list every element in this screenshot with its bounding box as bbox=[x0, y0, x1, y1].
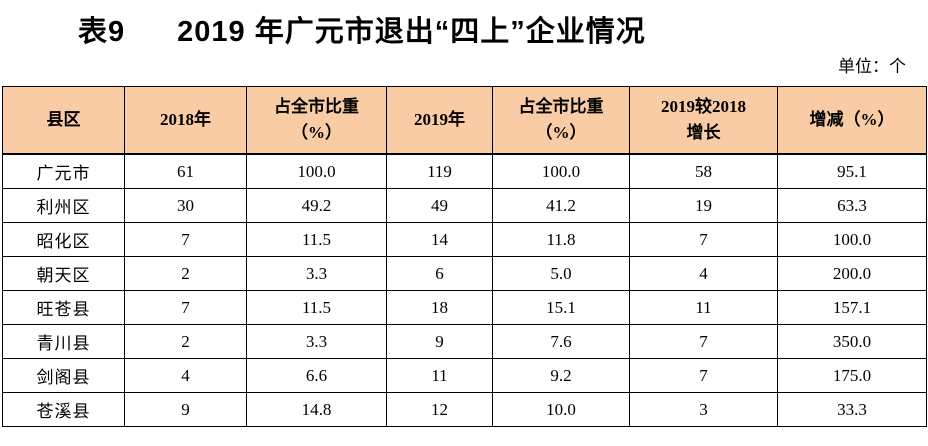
table-cell: 5.0 bbox=[492, 256, 630, 291]
table-cell: 7 bbox=[629, 324, 778, 359]
table-cell: 19 bbox=[629, 188, 778, 223]
table-row: 朝天区 2 3.3 6 5.0 4 200.0 bbox=[2, 256, 927, 291]
table-title-text: 2019 年广元市退出“四上”企业情况 bbox=[177, 16, 646, 48]
table-cell: 11 bbox=[386, 358, 493, 393]
table-cell: 350.0 bbox=[777, 324, 927, 359]
region-cell: 青川县 bbox=[2, 324, 125, 359]
table-row: 青川县 2 3.3 9 7.6 7 350.0 bbox=[2, 324, 927, 359]
region-cell: 广元市 bbox=[2, 153, 125, 189]
region-cell: 苍溪县 bbox=[2, 392, 125, 427]
region-cell: 昭化区 bbox=[2, 222, 125, 257]
table-cell: 95.1 bbox=[777, 153, 927, 189]
table-cell: 100.0 bbox=[246, 153, 387, 189]
region-cell: 旺苍县 bbox=[2, 290, 125, 325]
column-header-change-pct: 增减（%） bbox=[777, 86, 927, 155]
region-cell: 利州区 bbox=[2, 188, 125, 223]
table-cell: 14 bbox=[386, 222, 493, 257]
table-cell: 11 bbox=[629, 290, 778, 325]
column-header-share-2018: 占全市比重 （%） bbox=[246, 86, 387, 155]
table-cell: 10.0 bbox=[492, 392, 630, 427]
region-cell: 朝天区 bbox=[2, 256, 125, 291]
column-header-growth: 2019较2018 增长 bbox=[629, 86, 778, 155]
table-row: 旺苍县 7 11.5 18 15.1 11 157.1 bbox=[2, 290, 927, 325]
table-row: 苍溪县 9 14.8 12 10.0 3 33.3 bbox=[2, 392, 927, 427]
table-cell: 11.5 bbox=[246, 222, 387, 257]
table-cell: 30 bbox=[124, 188, 247, 223]
table-cell: 15.1 bbox=[492, 290, 630, 325]
table-row: 利州区 30 49.2 49 41.2 19 63.3 bbox=[2, 188, 927, 223]
column-header-region: 县区 bbox=[2, 86, 125, 155]
table-cell: 14.8 bbox=[246, 392, 387, 427]
table-cell: 49 bbox=[386, 188, 493, 223]
column-header-2019: 2019年 bbox=[386, 86, 493, 155]
table-cell: 7 bbox=[629, 358, 778, 393]
table-header-row: 县区 2018年 占全市比重 （%） 2019年 占全市比重 （%） 2019较… bbox=[2, 86, 927, 155]
table-number: 表9 bbox=[78, 16, 126, 48]
table-cell: 100.0 bbox=[777, 222, 927, 257]
table-cell: 4 bbox=[629, 256, 778, 291]
table-cell: 63.3 bbox=[777, 188, 927, 223]
table-cell: 4 bbox=[124, 358, 247, 393]
table-cell: 2 bbox=[124, 324, 247, 359]
table-cell: 157.1 bbox=[777, 290, 927, 325]
table-cell: 7 bbox=[124, 222, 247, 257]
table-cell: 2 bbox=[124, 256, 247, 291]
table-cell: 33.3 bbox=[777, 392, 927, 427]
column-header-2018: 2018年 bbox=[124, 86, 247, 155]
table-row: 昭化区 7 11.5 14 11.8 7 100.0 bbox=[2, 222, 927, 257]
table-cell: 61 bbox=[124, 153, 247, 189]
statistics-table: 县区 2018年 占全市比重 （%） 2019年 占全市比重 （%） 2019较… bbox=[2, 86, 927, 427]
table-cell: 12 bbox=[386, 392, 493, 427]
table-cell: 41.2 bbox=[492, 188, 630, 223]
table-cell: 9 bbox=[124, 392, 247, 427]
table-cell: 49.2 bbox=[246, 188, 387, 223]
table-cell: 200.0 bbox=[777, 256, 927, 291]
unit-label: 单位：个 bbox=[838, 57, 906, 76]
table-cell: 3.3 bbox=[246, 324, 387, 359]
table-row: 广元市 61 100.0 119 100.0 58 95.1 bbox=[2, 153, 927, 189]
column-header-share-2019: 占全市比重 （%） bbox=[492, 86, 630, 155]
table-cell: 175.0 bbox=[777, 358, 927, 393]
table-cell: 100.0 bbox=[492, 153, 630, 189]
table-cell: 18 bbox=[386, 290, 493, 325]
table-cell: 11.5 bbox=[246, 290, 387, 325]
table-cell: 119 bbox=[386, 153, 493, 189]
region-cell: 剑阁县 bbox=[2, 358, 125, 393]
table-cell: 6 bbox=[386, 256, 493, 291]
table-cell: 7 bbox=[124, 290, 247, 325]
table-cell: 7.6 bbox=[492, 324, 630, 359]
table-cell: 7 bbox=[629, 222, 778, 257]
table-cell: 3.3 bbox=[246, 256, 387, 291]
table-cell: 6.6 bbox=[246, 358, 387, 393]
table-cell: 9 bbox=[386, 324, 493, 359]
document-page: 表9 2019 年广元市退出“四上”企业情况 单位：个 县区 2018年 占全市比… bbox=[0, 0, 928, 427]
table-cell: 9.2 bbox=[492, 358, 630, 393]
table-row: 剑阁县 4 6.6 11 9.2 7 175.0 bbox=[2, 358, 927, 393]
table-cell: 11.8 bbox=[492, 222, 630, 257]
table-title: 表9 2019 年广元市退出“四上”企业情况 bbox=[0, 0, 928, 52]
table-cell: 58 bbox=[629, 153, 778, 189]
table-cell: 3 bbox=[629, 392, 778, 427]
